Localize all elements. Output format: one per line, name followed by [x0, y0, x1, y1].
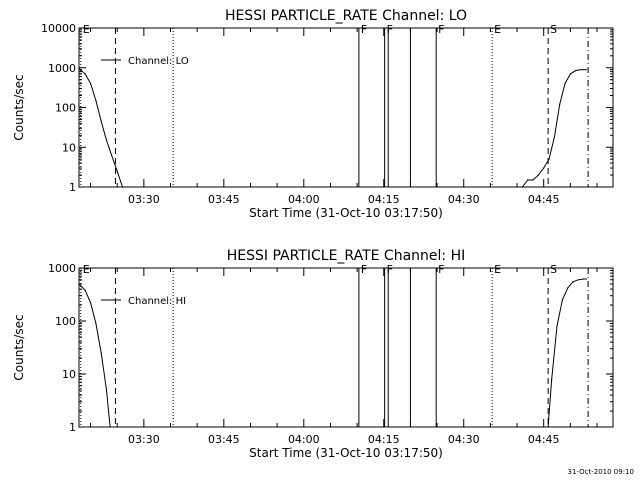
data-point: [583, 278, 585, 280]
event-marker-label: F: [438, 263, 444, 276]
data-point: [78, 283, 80, 285]
y-axis-label: Counts/sec: [12, 314, 26, 380]
data-point: [100, 352, 102, 354]
data-point: [559, 103, 561, 105]
data-point: [569, 73, 572, 75]
legend-label: Channel: LO: [128, 56, 189, 67]
x-tick-label: 03:45: [208, 433, 240, 446]
data-point: [527, 179, 529, 181]
data-point: [95, 322, 97, 324]
series-line: [547, 278, 587, 428]
data-point: [521, 186, 524, 188]
series-line: [522, 69, 587, 188]
x-tick-label: 03:45: [208, 193, 240, 206]
x-axis-label: Start Time (31-Oct-10 03:17:50): [249, 206, 443, 220]
data-point: [556, 325, 558, 327]
data-point: [109, 426, 111, 428]
data-point: [105, 139, 108, 141]
data-point: [78, 68, 80, 70]
event-marker-label: F: [387, 263, 393, 276]
event-marker-label: E: [83, 23, 90, 36]
x-tick-label: 04:00: [288, 193, 320, 206]
data-point: [572, 281, 574, 283]
series-line: [78, 283, 111, 428]
panel-lo: HESSI PARTICLE_RATE Channel: LO 1 10 100 100…: [12, 8, 614, 220]
legend-label: Channel: HI: [128, 296, 186, 307]
data-point: [553, 136, 556, 138]
x-tick-label: 04:15: [368, 193, 400, 206]
data-point: [564, 83, 566, 85]
x-tick-label: 03:30: [128, 433, 160, 446]
y-axis-label: Counts/sec: [12, 74, 26, 140]
data-point: [585, 69, 587, 71]
data-point: [121, 186, 124, 188]
y-tick-label: 1000: [48, 62, 76, 75]
x-tick-label: 04:15: [368, 433, 400, 446]
y-tick-label: 100: [55, 315, 76, 328]
event-marker-label: E: [494, 23, 501, 36]
x-tick-label: 04:45: [528, 433, 560, 446]
event-marker-label: S: [550, 23, 557, 36]
series-line: [78, 68, 123, 188]
data-point: [585, 278, 587, 280]
data-point: [532, 179, 534, 181]
data-point: [90, 83, 92, 85]
x-tick-label: 04:30: [448, 193, 480, 206]
data-point: [577, 279, 579, 281]
y-tick-label: 10: [62, 368, 76, 381]
x-tick-label: 04:00: [288, 433, 320, 446]
chart-title: HESSI PARTICLE_RATE Channel: LO: [225, 8, 467, 24]
data-point: [543, 167, 545, 169]
y-tick-label: 1: [69, 421, 76, 434]
data-point: [547, 426, 549, 428]
data-point: [548, 158, 550, 160]
x-tick-label: 04:45: [528, 193, 560, 206]
y-tick-label: 10: [62, 141, 76, 154]
data-point: [90, 302, 92, 304]
x-tick-label: 03:30: [128, 193, 160, 206]
data-point: [551, 378, 553, 380]
data-point: [575, 70, 577, 72]
event-marker-label: F: [361, 263, 367, 276]
y-tick-label: 1: [69, 181, 76, 194]
panel-hi: HESSI PARTICLE_RATE Channel: HI 1 10 100 100…: [12, 248, 614, 460]
event-marker-label: F: [438, 23, 444, 36]
data-point: [580, 69, 582, 71]
data-point: [561, 299, 564, 301]
event-marker-label: E: [83, 263, 90, 276]
event-marker-label: F: [387, 23, 393, 36]
data-point: [111, 155, 113, 157]
plot-frame: [78, 267, 614, 428]
chart-title: HESSI PARTICLE_RATE Channel: HI: [227, 248, 465, 264]
plot-frame: [78, 27, 614, 188]
event-marker-label: F: [361, 23, 367, 36]
event-marker-label: E: [494, 263, 501, 276]
footer-timestamp: 31-Oct-2010 09:10: [568, 468, 634, 476]
y-tick-label: 10000: [41, 22, 76, 35]
event-marker-label: S: [550, 263, 557, 276]
data-point: [95, 99, 97, 102]
data-point: [567, 287, 569, 289]
data-point: [537, 174, 540, 176]
x-axis-label: Start Time (31-Oct-10 03:17:50): [249, 446, 443, 460]
y-tick-label: 100: [55, 102, 76, 115]
data-point: [84, 289, 86, 291]
data-point: [105, 389, 108, 391]
data-point: [116, 170, 118, 172]
data-point: [84, 73, 86, 75]
x-tick-label: 04:30: [448, 433, 480, 446]
y-tick-label: 1000: [48, 262, 76, 275]
data-point: [100, 120, 102, 122]
